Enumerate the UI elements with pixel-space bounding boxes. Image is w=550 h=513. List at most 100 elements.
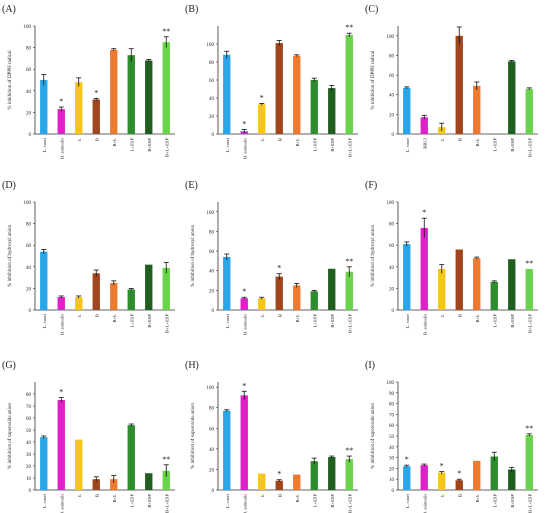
x-tick-label: B+L+ESP bbox=[164, 314, 169, 333]
x-tick-label: B bbox=[94, 314, 99, 317]
x-tick-label: B+ESP bbox=[510, 494, 515, 508]
x-tick-label: L+ESP bbox=[312, 494, 317, 508]
bar bbox=[92, 479, 100, 490]
bar bbox=[223, 256, 231, 310]
y-tick-label: 100 bbox=[207, 211, 215, 216]
y-tick-label: 60 bbox=[389, 74, 395, 79]
x-tick-label: L+ESP bbox=[312, 138, 317, 152]
y-tick-label: 100 bbox=[207, 386, 215, 391]
y-tick-label: 100 bbox=[24, 25, 32, 30]
bar bbox=[345, 35, 353, 134]
bar bbox=[40, 80, 48, 134]
bar bbox=[508, 469, 516, 490]
panel-label: (B) bbox=[185, 4, 198, 15]
significance-mark: ** bbox=[525, 424, 533, 433]
x-tick-label: B bbox=[277, 494, 282, 497]
y-tick-label: 0 bbox=[392, 133, 395, 138]
y-tick-label: 0 bbox=[29, 309, 32, 314]
bar bbox=[258, 473, 266, 490]
x-tick-label: L bbox=[440, 494, 445, 497]
x-tick-label: L. casei bbox=[405, 493, 410, 508]
x-tick-label: L. casei bbox=[42, 137, 47, 152]
bar bbox=[473, 460, 481, 490]
panel-label: (F) bbox=[365, 180, 377, 191]
bar bbox=[223, 410, 231, 490]
bar bbox=[57, 297, 65, 310]
y-tick-label: 20 bbox=[26, 287, 32, 292]
x-tick-label: L bbox=[440, 314, 445, 317]
bar bbox=[40, 437, 48, 490]
y-tick-label: 80 bbox=[26, 223, 32, 228]
bar bbox=[75, 82, 83, 134]
bar bbox=[127, 55, 135, 134]
bar bbox=[420, 117, 428, 134]
y-tick-label: 60 bbox=[389, 424, 395, 429]
bar bbox=[508, 61, 516, 134]
panel-label: (G) bbox=[2, 360, 16, 371]
panel-5: (F) 0 20 40 60 80 100 % inhibition of hydroxyl … bbox=[365, 180, 538, 335]
x-tick-label: B+ESP bbox=[510, 138, 515, 152]
bar bbox=[345, 459, 353, 490]
x-tick-label: B+L bbox=[295, 494, 300, 503]
bar bbox=[145, 60, 153, 135]
x-tick-label: B+L bbox=[112, 494, 117, 503]
bar bbox=[223, 54, 231, 134]
significance-mark: * bbox=[242, 120, 246, 129]
y-tick-label: 100 bbox=[387, 35, 395, 40]
x-tick-label: B+L+ESP bbox=[164, 138, 169, 157]
y-tick-label: 0 bbox=[212, 133, 215, 138]
x-tick-label: BB12 bbox=[422, 137, 427, 148]
y-tick-label: 20 bbox=[389, 113, 395, 118]
y-tick-label: 60 bbox=[209, 427, 215, 432]
significance-mark: * bbox=[59, 97, 63, 106]
y-tick-label: 80 bbox=[26, 47, 32, 52]
bar bbox=[57, 400, 65, 490]
y-tick-label: 20 bbox=[389, 467, 395, 472]
panel-1: (B) 0 20 40 60 80 100 L. casei * B. animalis * L B B+… bbox=[185, 4, 358, 159]
significance-mark: * bbox=[260, 93, 264, 102]
significance-mark: * bbox=[242, 287, 246, 296]
y-tick-label: 60 bbox=[26, 244, 32, 249]
y-tick-label: 50 bbox=[389, 435, 395, 440]
x-tick-label: L+ESP bbox=[312, 314, 317, 328]
x-tick-label: L. casei bbox=[225, 137, 230, 152]
x-tick-label: B bbox=[457, 494, 462, 497]
x-tick-label: L+ESP bbox=[129, 314, 134, 328]
bar bbox=[525, 434, 533, 490]
x-tick-label: B. animalis bbox=[242, 494, 247, 513]
y-tick-label: 40 bbox=[209, 448, 215, 453]
bar bbox=[275, 480, 283, 490]
y-tick-label: 30 bbox=[26, 453, 32, 458]
bar bbox=[473, 258, 481, 310]
bar bbox=[473, 85, 481, 134]
bar bbox=[310, 80, 318, 134]
bar bbox=[328, 457, 336, 490]
bar bbox=[75, 297, 83, 310]
bar bbox=[455, 249, 463, 310]
x-tick-label: B bbox=[277, 138, 282, 141]
bar bbox=[127, 425, 135, 490]
bar bbox=[275, 43, 283, 134]
bar bbox=[275, 276, 283, 310]
panel-label: (H) bbox=[185, 360, 199, 371]
bar bbox=[310, 461, 318, 490]
panel-label: (D) bbox=[2, 180, 16, 191]
bar bbox=[110, 479, 118, 490]
y-axis-label: % inhibition of superoxide anion bbox=[371, 403, 376, 469]
y-tick-label: 60 bbox=[26, 417, 32, 422]
significance-mark: * bbox=[277, 470, 281, 479]
bar bbox=[293, 474, 301, 490]
y-tick-label: 70 bbox=[26, 405, 32, 410]
bar bbox=[403, 244, 411, 310]
y-tick-label: 40 bbox=[26, 90, 32, 95]
y-tick-label: 40 bbox=[389, 446, 395, 451]
x-tick-label: L bbox=[260, 494, 265, 497]
x-tick-label: L bbox=[77, 314, 82, 317]
panel-2: (C) 0 20 40 60 80 100 % inhibition of DPPH radi… bbox=[365, 4, 538, 157]
x-tick-label: L bbox=[260, 138, 265, 141]
x-tick-label: L. casei bbox=[225, 313, 230, 328]
panel-6: (G) 0 10 20 30 40 50 60 70 80 % inhibition of supe… bbox=[2, 360, 175, 513]
bar bbox=[40, 251, 48, 310]
y-tick-label: 0 bbox=[392, 309, 395, 314]
